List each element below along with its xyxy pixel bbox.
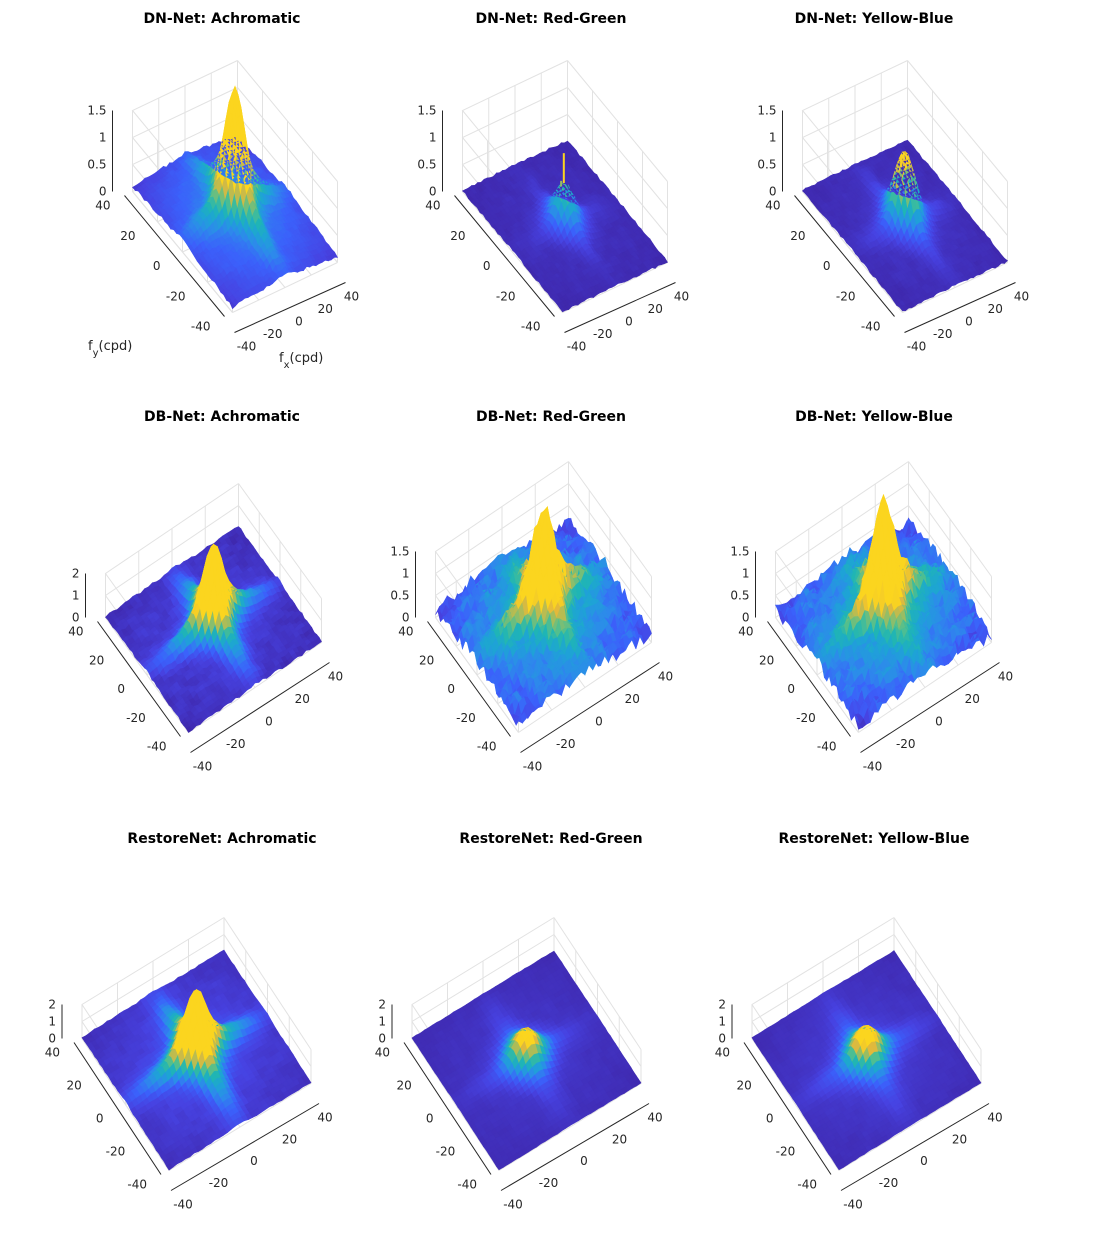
z-tick-label: 1.5 <box>417 104 436 118</box>
z-tick-label: 1 <box>769 131 777 145</box>
y-tick-label: 40 <box>765 199 780 213</box>
y-tick-label: 20 <box>120 229 135 243</box>
x-tick-label: 40 <box>328 670 343 684</box>
x-tick-label: 20 <box>295 692 310 706</box>
x-tick-label: -20 <box>263 327 283 341</box>
y-tick-label: -20 <box>126 711 146 725</box>
z-tick-label: 0 <box>769 185 777 199</box>
y-tick-label: 40 <box>425 199 440 213</box>
y-tick-label: -40 <box>147 740 167 754</box>
x-tick-label: 40 <box>1014 290 1029 304</box>
z-tick-label: 0.5 <box>87 158 106 172</box>
y-tick-label: -40 <box>521 320 541 334</box>
panel-title: DB-Net: Red-Green <box>476 409 626 425</box>
x-tick-label: 40 <box>674 290 689 304</box>
x-tick-label: -20 <box>593 327 613 341</box>
z-tick-label: 0.5 <box>417 158 436 172</box>
z-tick-label: 0 <box>429 185 437 199</box>
grid-line <box>567 60 668 182</box>
y-tick-label: 0 <box>153 259 161 273</box>
grid-line <box>567 87 668 209</box>
panel-title: DN-Net: Yellow-Blue <box>795 11 954 27</box>
z-tick-label: 1 <box>72 589 80 603</box>
z-tick-label: 1.5 <box>87 104 106 118</box>
x-tick-label: -20 <box>226 737 246 751</box>
x-tick-label: 0 <box>295 315 303 329</box>
y-axis-line <box>124 195 225 317</box>
y-tick-label: -40 <box>861 320 881 334</box>
x-tick-label: 0 <box>625 315 633 329</box>
x-tick-label: -40 <box>907 340 927 354</box>
y-tick-label: -20 <box>496 289 516 303</box>
z-tick-label: 0 <box>72 611 80 625</box>
z-tick-label: 0.5 <box>757 158 776 172</box>
surface-panel: DN-Net: Achromatic 0 0.5 1 1.5 -40 -20 0 20 40 -40… <box>87 11 359 371</box>
y-tick-label: 0 <box>117 682 125 696</box>
z-tick-label: 0 <box>99 185 107 199</box>
grid-line <box>567 114 668 236</box>
y-tick-label: 40 <box>68 625 83 639</box>
y-tick-label: 0 <box>823 259 831 273</box>
surface-face <box>331 251 339 258</box>
y-tick-label: -40 <box>191 320 211 334</box>
x-axis-label: fx(cpd) <box>279 351 323 371</box>
x-axis-line <box>234 282 346 333</box>
x-tick-label: -40 <box>567 340 587 354</box>
x-tick-label: -20 <box>933 327 953 341</box>
y-tick-label: 0 <box>483 259 491 273</box>
panel-title: DN-Net: Achromatic <box>144 11 301 27</box>
x-tick-label: -40 <box>237 340 257 354</box>
z-tick-label: 2 <box>72 567 80 581</box>
panel-title: DB-Net: Achromatic <box>144 409 300 425</box>
z-tick-label: 1 <box>99 131 107 145</box>
x-tick-label: 20 <box>988 302 1003 316</box>
grid-line <box>237 87 338 209</box>
x-tick-label: -40 <box>193 760 213 774</box>
z-tick-label: 1.5 <box>757 104 776 118</box>
x-tick-label: 40 <box>344 290 359 304</box>
grid-line <box>237 114 338 236</box>
surface-panel: DB-Net: Red-Green00.511.5-40-2002040-40-… <box>390 409 673 774</box>
y-tick-label: 20 <box>450 229 465 243</box>
y-tick-label: 20 <box>790 229 805 243</box>
grid-line <box>237 60 338 182</box>
y-axis-label: fy(cpd) <box>88 339 132 359</box>
y-tick-label: 40 <box>95 199 110 213</box>
panel-title: DN-Net: Red-Green <box>476 11 627 27</box>
y-tick-label: 20 <box>89 653 104 667</box>
x-tick-label: 20 <box>648 302 663 316</box>
y-tick-label: -20 <box>836 289 856 303</box>
x-tick-label: 0 <box>265 715 273 729</box>
z-tick-label: 1 <box>429 131 437 145</box>
y-tick-label: -20 <box>166 289 186 303</box>
x-tick-label: 20 <box>318 302 333 316</box>
surface-panel: DN-Net: Yellow-Blue 0 0.5 1 1.5 -40 -20 0 20 40 -4… <box>757 11 1029 354</box>
surface-panel: DB-Net: Achromatic 0 1 2 -40 -20 0 20 40 -40 -20 0 2… <box>68 409 343 774</box>
x-tick-label: 0 <box>965 315 973 329</box>
surface-panel: DN-Net: Red-Green00.511.5-40-2002040-40-… <box>417 11 689 354</box>
